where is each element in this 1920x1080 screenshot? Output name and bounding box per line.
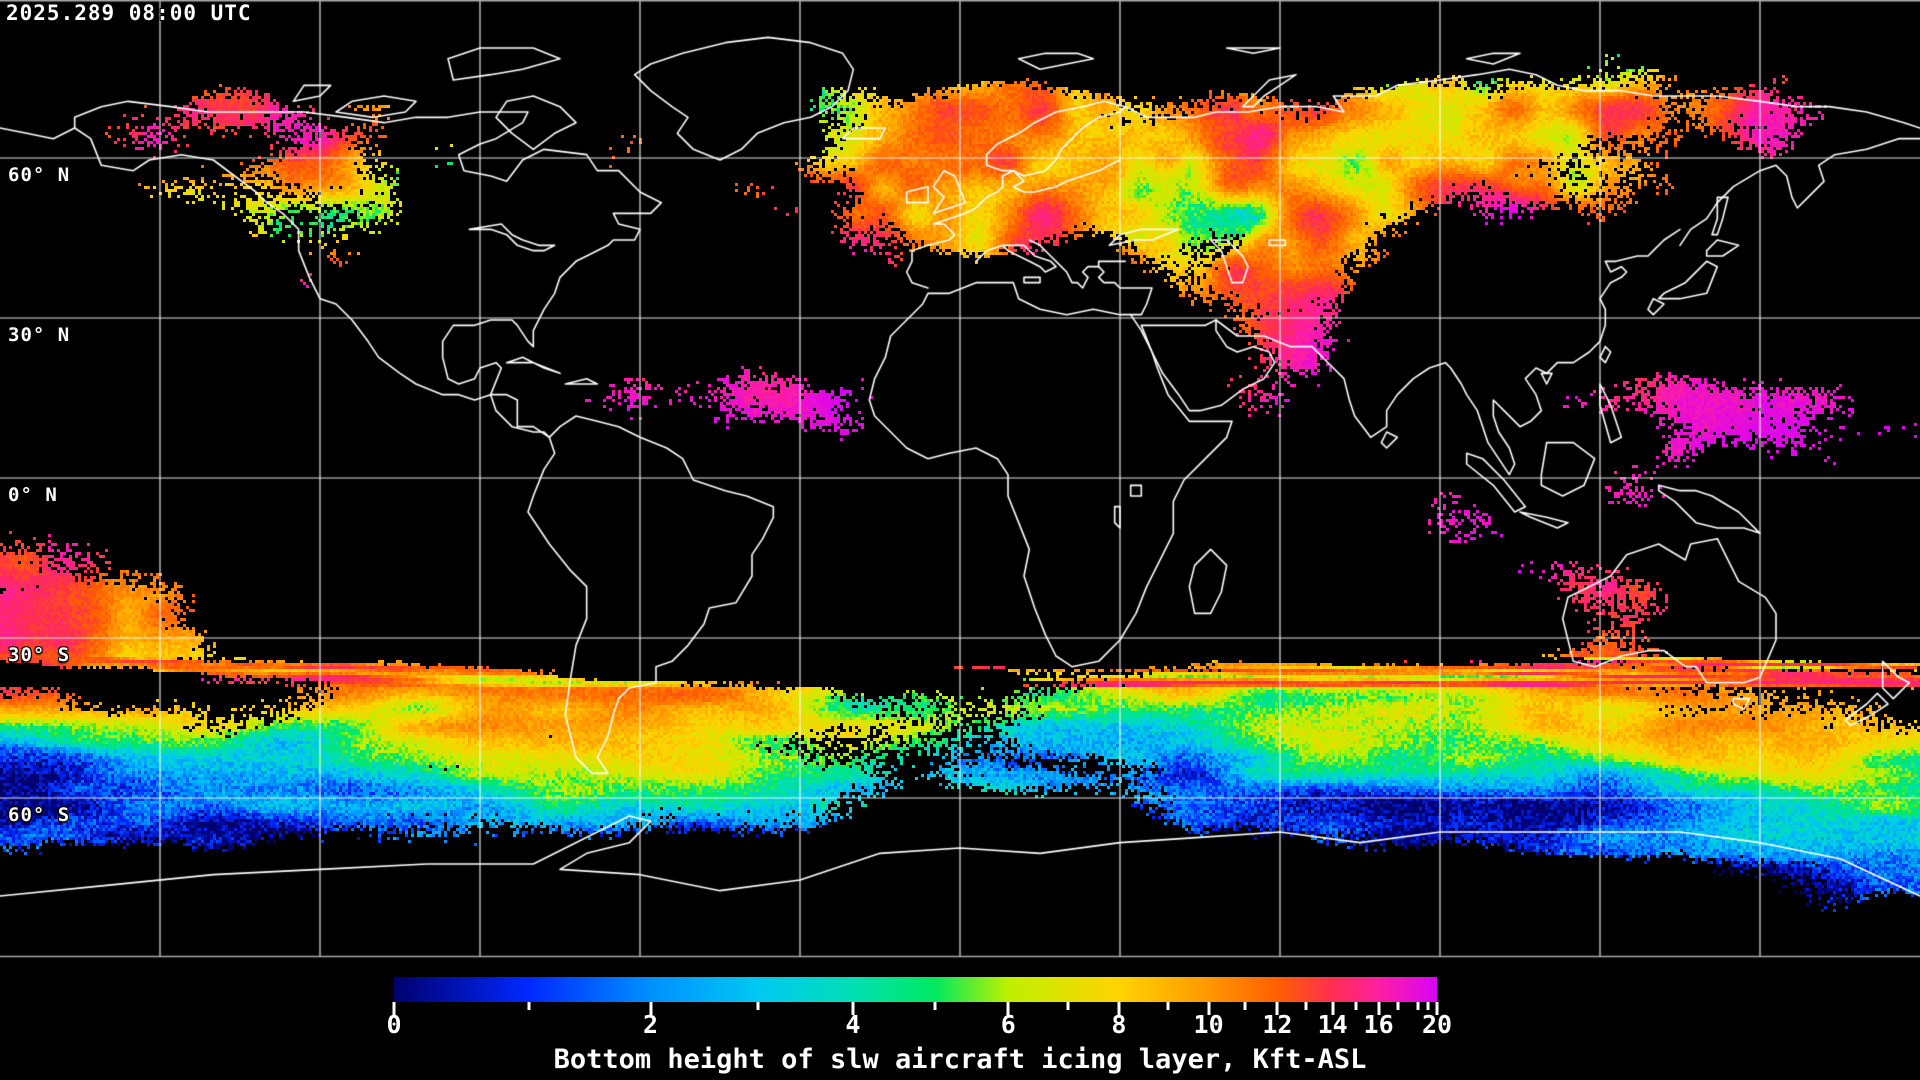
colorbar-tick xyxy=(1066,1002,1070,1010)
colorbar-tick xyxy=(1117,1002,1121,1015)
colorbar-tick xyxy=(933,1002,937,1010)
colorbar-tick xyxy=(756,1002,760,1010)
colorbar-tick xyxy=(1377,1002,1381,1015)
colorbar-tick-label: 12 xyxy=(1262,1010,1293,1039)
lat-label: 60° S xyxy=(8,804,71,826)
colorbar-tick-label: 20 xyxy=(1421,1010,1453,1039)
colorbar-tick-label: 4 xyxy=(845,1010,861,1039)
colorbar-tick xyxy=(1166,1002,1170,1010)
colorbar-tick-label: 0 xyxy=(386,1010,402,1039)
colorbar-tick xyxy=(1304,1002,1308,1010)
timestamp-label: 2025.289 08:00 UTC xyxy=(6,1,252,25)
colorbar-tick-label: 8 xyxy=(1111,1010,1127,1039)
lat-label: 60° N xyxy=(8,164,71,186)
colorbar-tick xyxy=(1243,1002,1247,1010)
lat-label: 30° S xyxy=(8,644,71,666)
colorbar-tick xyxy=(1396,1002,1400,1010)
coastline-grid-canvas xyxy=(0,0,1920,960)
colorbar-tick-label: 2 xyxy=(643,1010,659,1039)
lat-label: 30° N xyxy=(8,324,71,346)
colorbar-gradient xyxy=(394,977,1437,1002)
colorbar-tick-label: 14 xyxy=(1317,1010,1348,1039)
colorbar-tick xyxy=(1416,1002,1420,1010)
colorbar-tick-label: 10 xyxy=(1193,1010,1224,1039)
colorbar-tick xyxy=(392,1002,396,1015)
colorbar-tick xyxy=(649,1002,653,1015)
colorbar-tick-label: 16 xyxy=(1363,1010,1394,1039)
colorbar-caption: Bottom height of slw aircraft icing laye… xyxy=(553,1044,1367,1075)
colorbar-tick xyxy=(1426,1002,1430,1010)
colorbar-tick xyxy=(1006,1002,1010,1015)
colorbar-tick xyxy=(527,1002,531,1010)
colorbar-tick xyxy=(851,1002,855,1015)
colorbar-tick xyxy=(1435,1002,1439,1015)
colorbar-tick xyxy=(1354,1002,1358,1010)
lat-label: 0° N xyxy=(8,484,58,506)
colorbar: 0 2 4 6 8 10 12 14 16 20 xyxy=(386,977,1452,1041)
colorbar-tick-label: 6 xyxy=(1000,1010,1016,1039)
colorbar-tick xyxy=(1331,1002,1335,1015)
colorbar-tick xyxy=(1207,1002,1211,1015)
colorbar-tick xyxy=(1275,1002,1279,1015)
